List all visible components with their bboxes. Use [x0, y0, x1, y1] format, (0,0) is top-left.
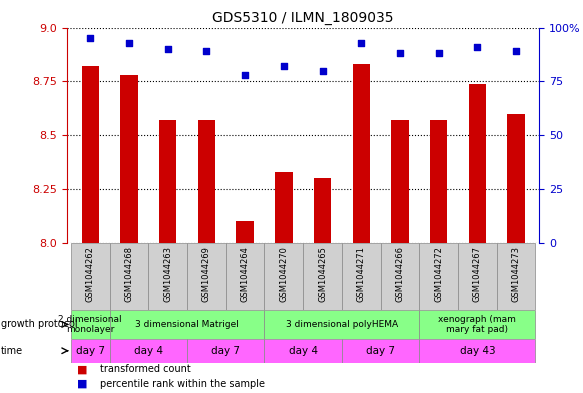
Bar: [71, 310, 110, 339]
Text: ■: ■: [76, 379, 87, 389]
Text: 3 dimensional Matrigel: 3 dimensional Matrigel: [135, 320, 239, 329]
Bar: [353, 64, 370, 243]
Text: GSM1044264: GSM1044264: [241, 246, 250, 302]
Bar: [198, 120, 215, 243]
Text: transformed count: transformed count: [100, 364, 191, 374]
Bar: [342, 243, 381, 310]
Point: [163, 46, 173, 52]
Text: GSM1044266: GSM1044266: [395, 246, 405, 302]
Title: GDS5310 / ILMN_1809035: GDS5310 / ILMN_1809035: [212, 11, 394, 25]
Bar: [110, 310, 265, 339]
Point: [473, 44, 482, 50]
Point: [434, 50, 443, 57]
Text: GSM1044272: GSM1044272: [434, 246, 443, 302]
Point: [395, 50, 405, 57]
Bar: [419, 243, 458, 310]
Text: ■: ■: [76, 364, 87, 374]
Point: [202, 48, 211, 54]
Text: day 4: day 4: [289, 346, 318, 356]
Bar: [265, 339, 342, 363]
Bar: [159, 120, 177, 243]
Text: GSM1044268: GSM1044268: [125, 246, 134, 302]
Text: GSM1044262: GSM1044262: [86, 246, 95, 302]
Point: [279, 63, 289, 70]
Bar: [419, 339, 535, 363]
Bar: [314, 178, 331, 243]
Bar: [469, 84, 486, 243]
Bar: [110, 339, 187, 363]
Bar: [120, 75, 138, 243]
Text: growth protocol: growth protocol: [1, 320, 78, 329]
Text: day 43: day 43: [459, 346, 495, 356]
Bar: [71, 339, 110, 363]
Text: GSM1044271: GSM1044271: [357, 246, 366, 302]
Bar: [275, 172, 293, 243]
Bar: [507, 114, 525, 243]
Point: [240, 72, 250, 78]
Text: day 7: day 7: [211, 346, 240, 356]
Bar: [82, 66, 99, 243]
Bar: [110, 243, 148, 310]
Text: 2 dimensional
monolayer: 2 dimensional monolayer: [58, 315, 122, 334]
Bar: [265, 243, 303, 310]
Text: day 4: day 4: [134, 346, 163, 356]
Text: GSM1044265: GSM1044265: [318, 246, 327, 302]
Text: GSM1044273: GSM1044273: [511, 246, 521, 302]
Bar: [391, 120, 409, 243]
Text: 3 dimensional polyHEMA: 3 dimensional polyHEMA: [286, 320, 398, 329]
Bar: [342, 339, 419, 363]
Text: GSM1044267: GSM1044267: [473, 246, 482, 302]
Bar: [303, 243, 342, 310]
Point: [357, 39, 366, 46]
Text: GSM1044270: GSM1044270: [279, 246, 289, 302]
Text: time: time: [1, 346, 23, 356]
Bar: [430, 120, 447, 243]
Bar: [236, 222, 254, 243]
Bar: [148, 243, 187, 310]
Text: day 7: day 7: [76, 346, 105, 356]
Point: [318, 68, 327, 74]
Text: day 7: day 7: [366, 346, 395, 356]
Bar: [71, 243, 110, 310]
Point: [511, 48, 521, 54]
Bar: [381, 243, 419, 310]
Bar: [497, 243, 535, 310]
Point: [124, 39, 134, 46]
Text: GSM1044269: GSM1044269: [202, 246, 211, 302]
Text: GSM1044263: GSM1044263: [163, 246, 172, 302]
Text: percentile rank within the sample: percentile rank within the sample: [100, 379, 265, 389]
Bar: [226, 243, 265, 310]
Bar: [265, 310, 419, 339]
Point: [86, 35, 95, 41]
Bar: [187, 243, 226, 310]
Bar: [419, 310, 535, 339]
Bar: [187, 339, 265, 363]
Bar: [458, 243, 497, 310]
Text: xenograph (mam
mary fat pad): xenograph (mam mary fat pad): [438, 315, 517, 334]
